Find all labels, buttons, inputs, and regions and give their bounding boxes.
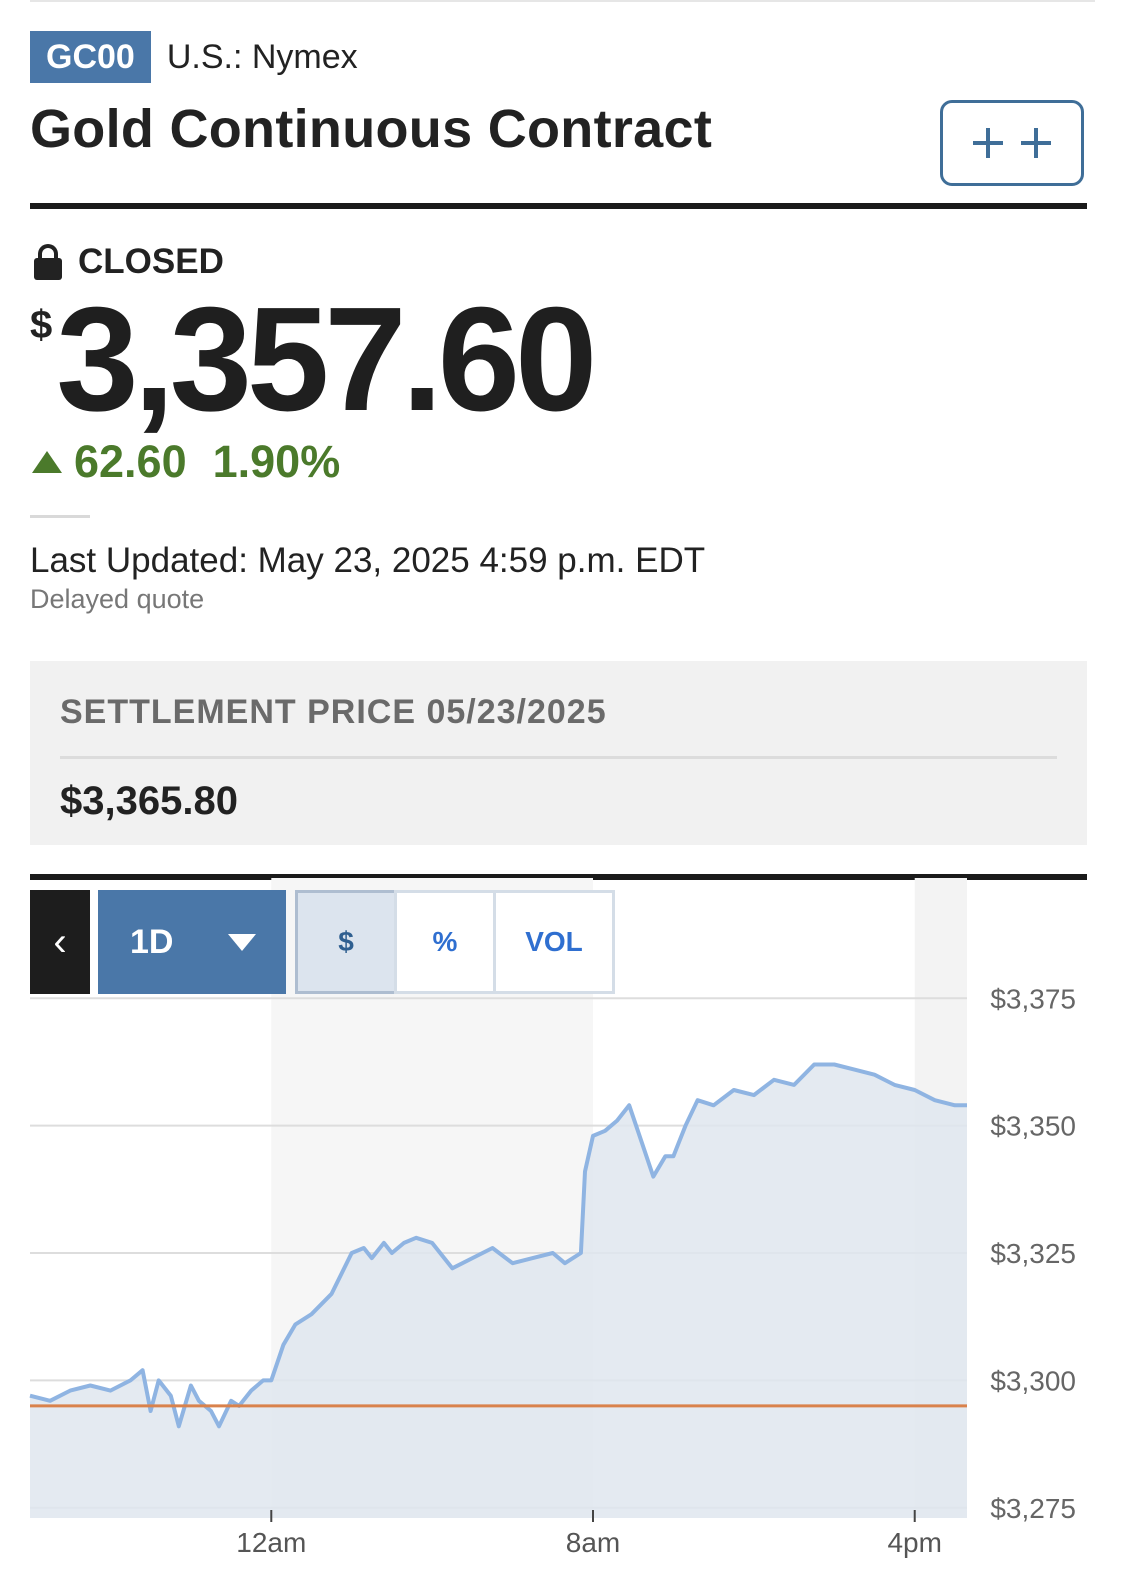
settlement-value: $3,365.80 bbox=[60, 779, 238, 823]
top-divider bbox=[30, 0, 1095, 2]
time-range-label: 1D bbox=[130, 922, 174, 961]
instrument-name: Gold Continuous Contract bbox=[30, 99, 713, 159]
market-status: CLOSED bbox=[34, 242, 224, 282]
settlement-label: SETTLEMENT PRICE 05/23/2025 bbox=[60, 693, 607, 731]
plus-icon bbox=[1021, 128, 1051, 158]
short-divider bbox=[30, 515, 90, 518]
y-tick-label: $3,275 bbox=[990, 1493, 1076, 1524]
last-updated: Last Updated: May 23, 2025 4:59 p.m. EDT bbox=[30, 541, 706, 580]
time-range-dropdown[interactable]: 1D bbox=[98, 890, 286, 994]
chart-divider bbox=[30, 874, 1087, 880]
add-to-watchlist-button[interactable] bbox=[940, 100, 1084, 186]
market-status-text: CLOSED bbox=[78, 242, 224, 281]
percent-mode-toggle[interactable]: % bbox=[394, 890, 496, 994]
lock-icon bbox=[34, 244, 62, 280]
change-points: 62.60 bbox=[74, 436, 187, 487]
settlement-panel: SETTLEMENT PRICE 05/23/2025 $3,365.80 bbox=[30, 661, 1087, 845]
ticker-row: GC00 U.S.: Nymex bbox=[30, 31, 358, 83]
caret-down-icon bbox=[228, 934, 256, 951]
currency-symbol: $ bbox=[30, 303, 53, 347]
ticker-symbol-badge: GC00 bbox=[30, 31, 151, 83]
up-arrow-icon bbox=[32, 451, 62, 473]
header-divider bbox=[30, 203, 1087, 209]
last-price: 3,357.60 bbox=[56, 277, 597, 442]
plus-icon bbox=[973, 128, 1003, 158]
volume-toggle[interactable]: VOL bbox=[493, 890, 615, 994]
x-tick-label: 8am bbox=[566, 1527, 620, 1558]
chart-back-button[interactable]: ‹ bbox=[30, 890, 90, 994]
y-tick-label: $3,375 bbox=[990, 983, 1076, 1014]
settlement-divider bbox=[60, 756, 1057, 759]
price-change: 62.60 1.90% bbox=[32, 436, 340, 488]
delayed-quote-note: Delayed quote bbox=[30, 584, 205, 614]
price-mode-toggle[interactable]: $ bbox=[295, 890, 397, 994]
chevron-left-icon: ‹ bbox=[53, 919, 67, 964]
y-tick-label: $3,300 bbox=[990, 1365, 1076, 1396]
price-chart[interactable]: $3,375 $3,350 $3,325 $3,300 $3,275 12am 8am 4pm bbox=[0, 878, 1125, 1581]
y-tick-label: $3,325 bbox=[990, 1238, 1076, 1269]
y-tick-label: $3,350 bbox=[990, 1111, 1076, 1142]
change-percent: 1.90% bbox=[212, 436, 341, 487]
chart-mode-toggle: $ % VOL bbox=[295, 890, 615, 994]
exchange-label: U.S.: Nymex bbox=[166, 37, 358, 76]
price-display: $ 3,357.60 bbox=[30, 277, 597, 442]
x-tick-label: 12am bbox=[236, 1527, 306, 1558]
x-tick-label: 4pm bbox=[887, 1527, 941, 1558]
price-line bbox=[29, 1062, 967, 1429]
